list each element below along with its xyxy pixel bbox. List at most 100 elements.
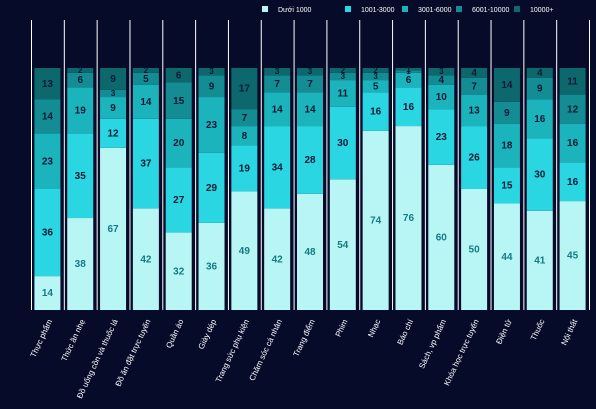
bar-segment	[362, 130, 389, 310]
legend-swatch	[262, 6, 268, 12]
value-label: 20	[173, 138, 185, 149]
bar-segment	[67, 68, 94, 73]
value-label: 3	[308, 67, 313, 76]
x-tick-label: Trang điểm	[292, 318, 317, 359]
value-label: 48	[304, 247, 316, 258]
value-label: 76	[403, 213, 415, 224]
value-label: 14	[42, 288, 54, 299]
value-label: 6	[77, 75, 83, 86]
bar-segment	[395, 70, 422, 73]
legend-label: 10000+	[530, 7, 554, 14]
value-label: 19	[239, 164, 251, 175]
bar-segment	[428, 84, 455, 110]
bar-segment	[559, 94, 586, 124]
value-label: 7	[274, 79, 280, 90]
bar-segment	[165, 118, 192, 168]
value-label: 74	[370, 216, 382, 227]
bar-segment	[264, 126, 291, 209]
legend-swatch	[456, 6, 462, 12]
bar-segment	[297, 126, 323, 194]
bar-segment	[526, 77, 553, 100]
bar-segment	[132, 84, 159, 119]
bar-segment	[67, 133, 94, 219]
bar-segment	[297, 193, 323, 310]
value-label: 67	[107, 224, 119, 235]
value-label: 12	[107, 128, 119, 139]
value-label: 13	[42, 79, 54, 90]
x-tick-label: Báo chí	[396, 317, 416, 346]
bar-segment	[526, 99, 553, 139]
bar-segment	[461, 126, 488, 189]
value-label: 9	[110, 103, 116, 114]
x-tick-label: Nhạc	[366, 318, 382, 339]
value-label: 3	[209, 67, 214, 76]
value-label: 14	[272, 104, 284, 115]
bar-segment	[461, 77, 488, 95]
value-label: 14	[42, 112, 54, 123]
value-label: 34	[272, 162, 284, 173]
value-label: 23	[42, 156, 54, 167]
bar-segment	[428, 68, 455, 76]
bar-segment	[493, 203, 520, 310]
bar-segment	[231, 109, 258, 127]
value-label: 29	[206, 183, 218, 194]
bar-segment	[132, 118, 159, 209]
value-label: 23	[436, 132, 448, 143]
bar-segment	[100, 68, 127, 90]
bar-segment	[198, 97, 225, 153]
bar-segment	[297, 68, 323, 76]
bar-segment	[329, 72, 356, 81]
bar-segment	[231, 126, 258, 146]
bar-segment	[559, 68, 586, 95]
x-tick-label: Trang sức phụ kiện	[214, 318, 251, 384]
bar-segment	[165, 232, 192, 310]
value-label: 37	[140, 159, 152, 170]
legend-swatch	[345, 6, 351, 12]
value-label: 9	[537, 84, 543, 95]
bar-segment	[493, 123, 520, 168]
value-label: 36	[42, 228, 54, 239]
value-label: 13	[469, 105, 481, 116]
value-label: 8	[242, 131, 248, 142]
bar-segment	[461, 68, 488, 78]
bar-segment	[329, 80, 356, 107]
bar-segment	[297, 75, 323, 93]
bar-segment	[329, 68, 356, 73]
x-tick-label: Giày dép	[197, 317, 219, 350]
value-label: 38	[75, 259, 87, 270]
value-label: 60	[436, 233, 448, 244]
x-tick-label: Điện tử	[494, 317, 514, 345]
bar-segment	[526, 68, 553, 78]
value-label: 35	[75, 171, 87, 182]
bar-segment	[395, 72, 422, 88]
bar-segment	[395, 126, 422, 310]
value-label: 28	[304, 155, 316, 166]
value-label: 11	[338, 89, 349, 100]
bar-segment	[559, 123, 586, 163]
bar-segment	[100, 118, 127, 148]
value-label: 30	[337, 138, 349, 149]
value-label: 2	[373, 66, 378, 75]
legend-label: 1001-3000	[361, 7, 395, 14]
bar-segment	[264, 75, 291, 93]
value-label: 4	[537, 68, 543, 79]
bar-segment	[165, 167, 192, 233]
bar-segment	[559, 162, 586, 202]
bar-segment	[329, 106, 356, 180]
value-label: 16	[534, 114, 546, 125]
bar-segment	[362, 72, 389, 81]
value-label: 36	[206, 262, 218, 273]
bar-segment	[132, 208, 159, 310]
value-label: 16	[370, 107, 382, 118]
legend-label: Dưới 1000	[278, 7, 312, 14]
bar-segment	[34, 133, 61, 189]
x-tick-label: Quần áo	[164, 317, 185, 349]
bar-segment	[198, 68, 225, 76]
value-label: 15	[501, 181, 513, 192]
value-label: 2	[341, 66, 346, 75]
x-tick-label: Khóa học trực tuyến	[442, 318, 481, 387]
value-label: 30	[534, 170, 546, 181]
bar-segment	[100, 89, 127, 98]
bar-segment	[264, 208, 291, 310]
